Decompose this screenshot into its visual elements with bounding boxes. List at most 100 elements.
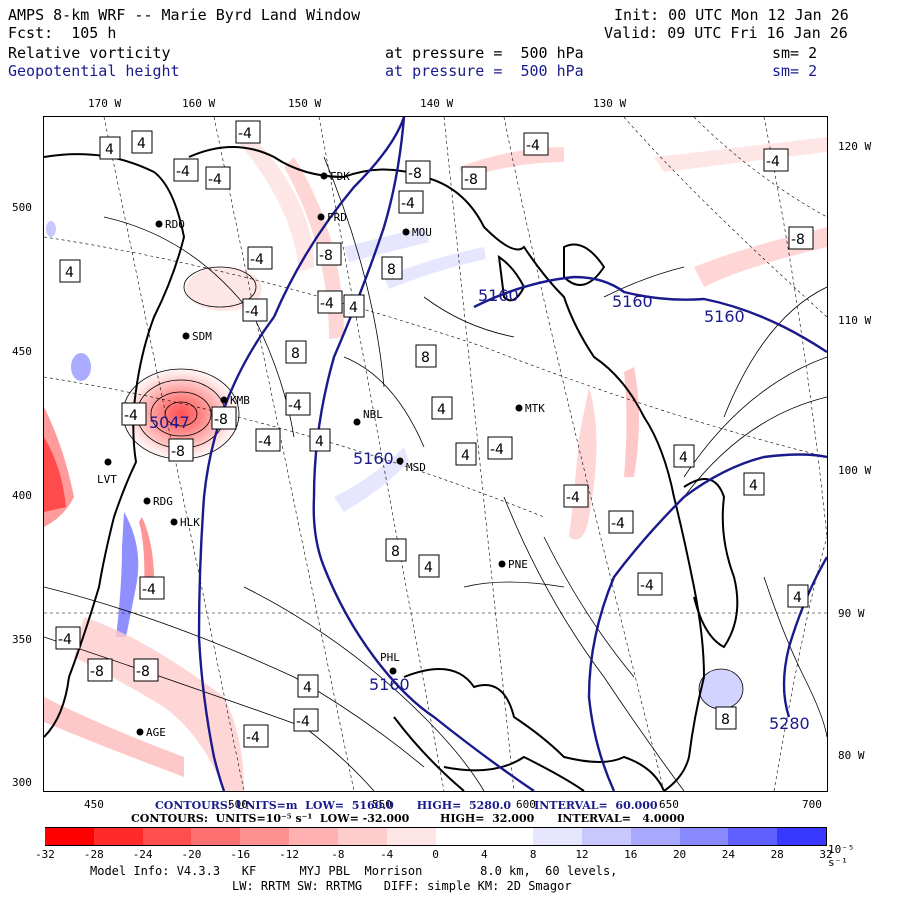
colorbar-cell xyxy=(533,827,583,846)
height-label: 5160 xyxy=(478,286,519,305)
bottom-grid-label: 550 xyxy=(372,798,392,811)
vort-box: 4 xyxy=(99,136,121,160)
right-lon-label: 90 W xyxy=(838,607,865,620)
station-marker: RDO xyxy=(155,218,185,231)
svg-text:-8: -8 xyxy=(464,172,478,188)
bottom-grid-label: 450 xyxy=(84,798,104,811)
field1-level: at pressure = 500 hPa xyxy=(385,44,584,62)
svg-text:NBL: NBL xyxy=(363,408,383,421)
vort-box: -4 xyxy=(242,298,268,322)
left-grid-label: 400 xyxy=(12,489,32,502)
svg-text:-4: -4 xyxy=(124,408,138,424)
colorbar-label: 24 xyxy=(721,848,735,861)
vort-box: 4 xyxy=(297,674,319,698)
field1-sm: sm= 2 xyxy=(772,44,818,62)
right-lon-label: 100 W xyxy=(838,464,872,477)
svg-text:4: 4 xyxy=(65,265,74,281)
svg-text:4: 4 xyxy=(437,402,446,418)
colorbar-cell xyxy=(142,827,193,846)
svg-text:-8: -8 xyxy=(408,166,422,182)
left-grid-label: 300 xyxy=(12,776,32,789)
colorbar-unit: 10⁻⁵ s⁻¹ xyxy=(828,843,855,869)
svg-text:8: 8 xyxy=(721,712,730,728)
vort-box: -4 xyxy=(243,724,269,748)
vort-box: 8 xyxy=(385,538,407,562)
svg-text:8: 8 xyxy=(387,262,396,278)
colorbar-cell xyxy=(581,827,632,846)
svg-text:KMB: KMB xyxy=(230,394,250,407)
svg-text:8: 8 xyxy=(291,346,300,362)
svg-text:HLK: HLK xyxy=(180,516,200,529)
stations: RDO FDK FRD MOU SDM KMB NBL MTK MSD LVT … xyxy=(97,170,545,739)
colorbar-cell xyxy=(679,827,730,846)
vort-box: 4 xyxy=(59,259,81,283)
svg-text:4: 4 xyxy=(315,434,324,450)
svg-text:-4: -4 xyxy=(526,138,540,154)
colorbar-label: -32 xyxy=(35,848,55,861)
colorbar-cell xyxy=(93,827,144,846)
vort-box: -8 xyxy=(168,438,194,462)
vort-box: -8 xyxy=(788,226,814,250)
svg-text:LVT: LVT xyxy=(97,473,117,486)
vort-box: -8 xyxy=(211,406,237,430)
height-label: 5160 xyxy=(369,675,410,694)
station-marker: MOU xyxy=(402,226,432,239)
svg-text:4: 4 xyxy=(749,478,758,494)
map-title: AMPS 8-km WRF -- Marie Byrd Land Window xyxy=(8,6,361,24)
vorticity-labels: 4 4 -4 -4 -4 4 -4 -4 8 -4 -4 -4 -8 -8 -4… xyxy=(55,120,814,748)
top-lon-label: 160 W xyxy=(182,97,216,110)
colorbar-cell xyxy=(240,827,291,846)
colorbar-label: -12 xyxy=(279,848,299,861)
svg-text:PNE: PNE xyxy=(508,558,528,571)
height-label: 5160 xyxy=(353,449,394,468)
vort-box: 4 xyxy=(131,130,153,154)
right-lon-label: 110 W xyxy=(838,314,872,327)
vort-box: -4 xyxy=(121,402,147,426)
vort-box: -4 xyxy=(255,428,281,452)
svg-text:8: 8 xyxy=(391,544,400,560)
colorbar-label: 4 xyxy=(481,848,488,861)
svg-text:-4: -4 xyxy=(640,578,654,594)
svg-text:-4: -4 xyxy=(611,516,625,532)
vort-box: 4 xyxy=(787,584,809,608)
station-marker: PHL xyxy=(380,651,400,675)
model-info-line2: LW: RRTM SW: RRTMG DIFF: simple KM: 2D S… xyxy=(232,879,572,893)
vort-box: -8 xyxy=(316,242,342,266)
station-marker: AGE xyxy=(136,726,166,739)
height-labels: 5160 5160 5160 5160 5160 5280 5047 xyxy=(149,286,810,733)
svg-text:-8: -8 xyxy=(90,664,104,680)
colorbar-cell xyxy=(484,827,535,846)
svg-text:-4: -4 xyxy=(296,714,310,730)
svg-text:4: 4 xyxy=(793,590,802,606)
svg-text:AGE: AGE xyxy=(146,726,166,739)
svg-text:-4: -4 xyxy=(490,442,504,458)
colorbar-label: 20 xyxy=(672,848,687,861)
model-info-line1: Model Info: V4.3.3 KF MYJ PBL Morrison 8… xyxy=(90,864,618,878)
colorbar-cell xyxy=(386,827,437,846)
colorbar-cell xyxy=(191,827,242,846)
station-marker: LVT xyxy=(97,458,117,486)
svg-text:-4: -4 xyxy=(288,398,302,414)
vort-box: -4 xyxy=(205,166,231,190)
bottom-grid-label: 700 xyxy=(802,798,822,811)
colorbar-cell xyxy=(289,827,339,846)
bottom-grid-label: 650 xyxy=(659,798,679,811)
vort-box: -4 xyxy=(285,392,311,416)
svg-text:SDM: SDM xyxy=(192,330,212,343)
station-marker: MSD xyxy=(396,457,426,474)
vort-box: 4 xyxy=(431,396,453,420)
vort-box: 4 xyxy=(673,444,695,468)
vort-box: 8 xyxy=(715,706,737,730)
vort-box: -8 xyxy=(87,658,113,682)
svg-text:PHL: PHL xyxy=(380,651,400,664)
station-marker: MTK xyxy=(515,402,545,415)
svg-text:-8: -8 xyxy=(136,664,150,680)
vort-box: -4 xyxy=(523,132,549,156)
map-plot-area[interactable]: 5160 5160 5160 5160 5160 5280 5047 4 4 -… xyxy=(43,116,828,792)
station-marker: HLK xyxy=(170,516,200,529)
vorticity-shading xyxy=(44,127,827,791)
svg-text:4: 4 xyxy=(424,560,433,576)
station-marker: NBL xyxy=(353,408,383,426)
vort-box: 4 xyxy=(309,428,331,452)
colorbar-label: -20 xyxy=(181,848,202,861)
